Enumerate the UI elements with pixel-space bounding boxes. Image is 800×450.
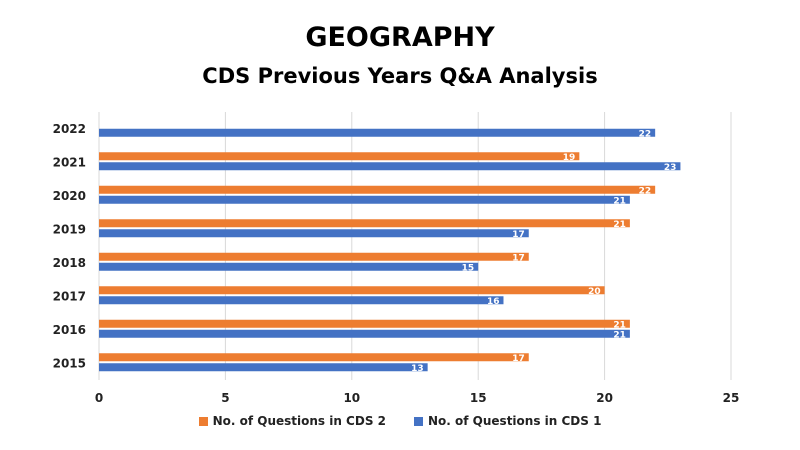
y-category-label: 2022 xyxy=(53,122,86,136)
bar xyxy=(99,363,428,372)
y-category-label: 2016 xyxy=(53,323,86,337)
y-category-label: 2020 xyxy=(53,189,86,203)
y-category-label: 2018 xyxy=(53,256,86,270)
bar xyxy=(99,195,630,204)
legend-swatch-cds1 xyxy=(414,416,423,426)
bar-data-label: 19 xyxy=(563,153,576,163)
bar xyxy=(99,319,630,328)
bar xyxy=(99,229,529,238)
chart-subtitle: CDS Previous Years Q&A Analysis xyxy=(202,64,598,88)
bar xyxy=(99,219,630,228)
bar-data-label: 16 xyxy=(487,297,500,307)
bar-data-label: 21 xyxy=(613,320,626,330)
bar xyxy=(99,128,656,137)
x-tick-label: 20 xyxy=(596,391,613,405)
bar-data-label: 21 xyxy=(613,330,626,340)
legend-item-cds1: No. of Questions in CDS 1 xyxy=(414,414,601,428)
x-tick-label: 10 xyxy=(343,391,360,405)
bar xyxy=(99,329,630,338)
bar xyxy=(99,296,504,305)
bar-data-label: 17 xyxy=(512,253,525,263)
bar xyxy=(99,162,681,171)
bar-data-label: 13 xyxy=(411,364,424,374)
bar-data-label: 20 xyxy=(588,287,601,297)
y-category-label: 2015 xyxy=(53,356,86,370)
bar xyxy=(99,286,605,295)
bar xyxy=(99,252,529,261)
bar xyxy=(99,152,580,161)
bar-data-label: 21 xyxy=(613,220,626,230)
y-category-label: 2021 xyxy=(53,155,86,169)
x-tick-label: 5 xyxy=(221,391,229,405)
bar xyxy=(99,353,529,362)
y-category-label: 2017 xyxy=(53,289,86,303)
chart-title: GEOGRAPHY xyxy=(305,22,495,53)
bar-data-label: 22 xyxy=(639,186,652,196)
bar-data-label: 17 xyxy=(512,354,525,364)
bar-data-label: 23 xyxy=(664,163,677,173)
x-tick-label: 0 xyxy=(95,391,103,405)
bar xyxy=(99,185,656,194)
bar xyxy=(99,262,479,271)
x-tick-label: 25 xyxy=(723,391,740,405)
legend-label-cds2: No. of Questions in CDS 2 xyxy=(212,414,386,428)
bar-data-label: 17 xyxy=(512,230,525,240)
y-category-label: 2019 xyxy=(53,222,86,236)
x-tick-label: 15 xyxy=(470,391,487,405)
legend-item-cds2: No. of Questions in CDS 2 xyxy=(198,414,386,428)
bar-data-label: 15 xyxy=(462,263,475,273)
legend-swatch-cds2 xyxy=(198,416,208,426)
legend-label-cds1: No. of Questions in CDS 1 xyxy=(428,414,602,428)
bar-data-label: 22 xyxy=(639,129,652,139)
chart-legend: No. of Questions in CDS 2 No. of Questio… xyxy=(0,414,800,428)
bar-data-label: 21 xyxy=(613,196,626,206)
